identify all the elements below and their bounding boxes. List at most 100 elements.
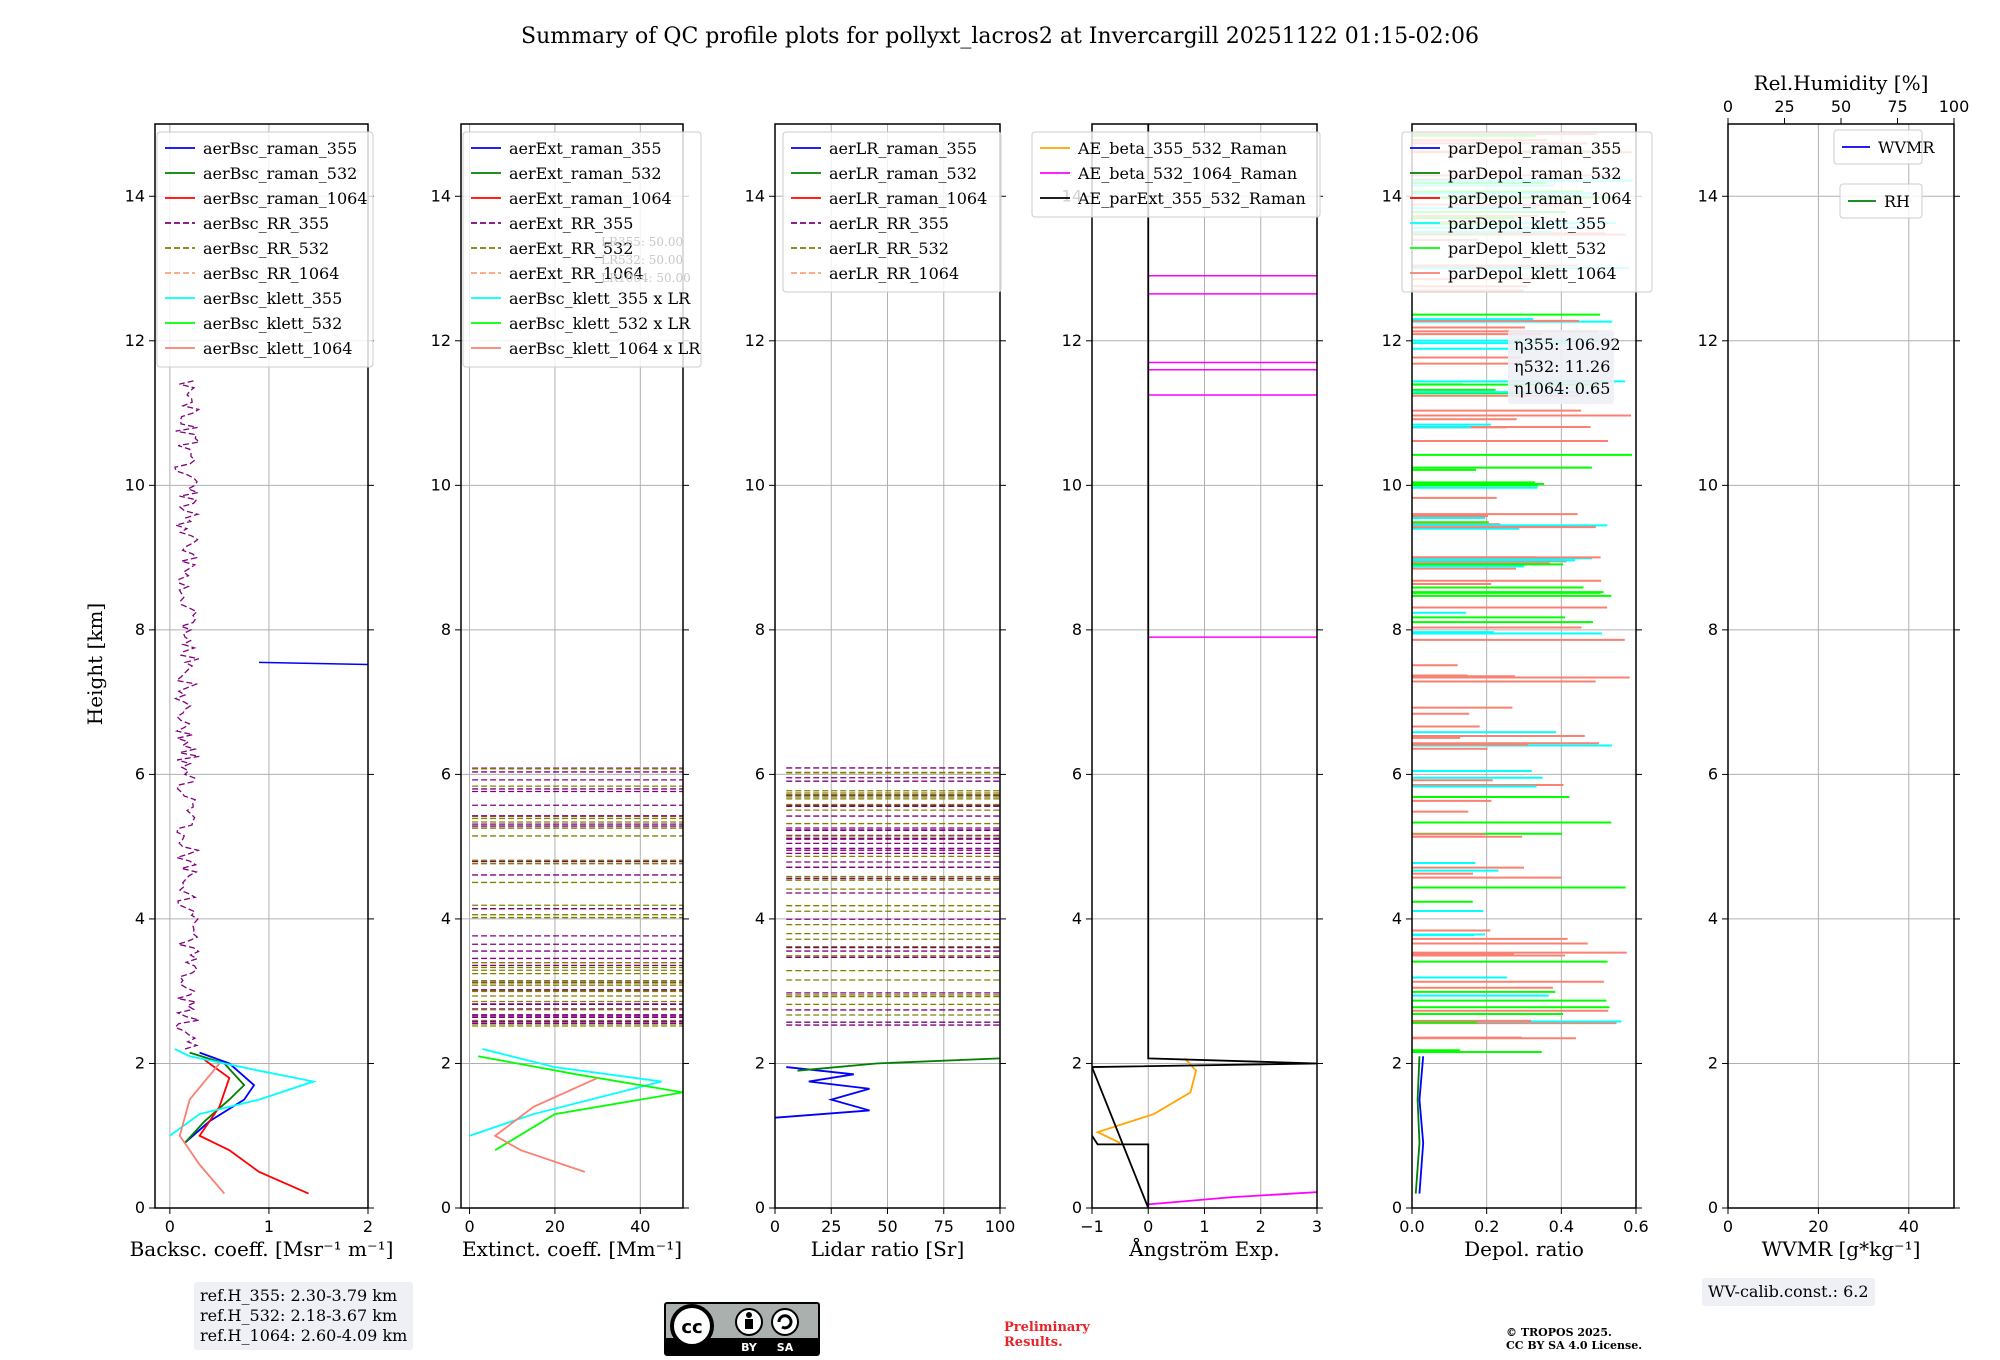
y-tick-label: 4 — [1708, 909, 1718, 928]
x-axis-label: WVMR [g*kg⁻¹] — [1762, 1237, 1921, 1261]
x2-tick-label: 25 — [1774, 97, 1794, 116]
legend-entry: aerExt_raman_1064 — [509, 189, 672, 208]
ref-height-1064: ref.H_1064: 2.60-4.09 km — [200, 1326, 408, 1345]
y-tick-label: 2 — [1708, 1053, 1718, 1072]
eta-value: η355: 106.92 — [1514, 335, 1621, 354]
noise-trace — [173, 379, 201, 1050]
y-tick-label: 4 — [1392, 909, 1402, 928]
x-tick-label: 25 — [821, 1217, 841, 1236]
x-tick-label: 0 — [1723, 1217, 1733, 1236]
legend-entry: aerLR_RR_1064 — [829, 264, 959, 283]
legend-entry: parDepol_klett_532 — [1448, 239, 1606, 258]
legend-entry: aerExt_raman_355 — [509, 139, 662, 158]
ref-height-532: ref.H_532: 2.18-3.67 km — [200, 1306, 398, 1325]
legend-entry: aerBsc_raman_532 — [203, 164, 357, 183]
copyright-line-2: CC BY SA 4.0 License. — [1506, 1339, 1643, 1352]
plot-area — [1092, 124, 1317, 1208]
x-tick-label: 0.6 — [1623, 1217, 1648, 1236]
y-tick-label: 8 — [1072, 620, 1082, 639]
legend: WVMR RH — [1833, 129, 1935, 219]
x-axis-label: Depol. ratio — [1464, 1237, 1584, 1261]
legend-entry: aerLR_RR_355 — [829, 214, 949, 233]
wv-calib-box: WV-calib.const.: 6.2 — [1702, 1278, 1875, 1306]
x-tick-label: 3 — [1312, 1217, 1322, 1236]
axes-frame — [460, 123, 684, 1209]
series-aerBsc_klett_355 — [169, 1048, 318, 1137]
y-tick-label: 8 — [1708, 620, 1718, 639]
legend-entry: aerBsc_RR_355 — [203, 214, 329, 233]
y-tick-label: 2 — [755, 1053, 765, 1072]
y-tick-label: 14 — [1698, 186, 1718, 205]
series-aerBsc_raman_1064 — [198, 1059, 309, 1195]
x-tick-label: 1 — [1199, 1217, 1209, 1236]
lidar-ratio-note: LR355: 50.00 LR532: 50.00 LR1064: 50.00 — [601, 235, 691, 285]
series-parDepol_raman_532 — [1414, 1056, 1421, 1194]
axes-frame — [1727, 123, 1955, 1209]
preliminary-note: Preliminary Results. — [1004, 1320, 1090, 1350]
cc-sa-label: SA — [777, 1341, 794, 1354]
y-tick-label: 2 — [441, 1053, 451, 1072]
cc-icon-text: cc — [681, 1317, 702, 1338]
y-tick-label: 10 — [431, 475, 451, 494]
legend-entry: aerBsc_RR_532 — [203, 239, 329, 258]
y-tick-label: 0 — [441, 1198, 451, 1217]
x-axis-label: Lidar ratio [Sr] — [811, 1237, 965, 1261]
preliminary-line-2: Results. — [1004, 1335, 1063, 1350]
axes-frame — [154, 123, 369, 1209]
y-axis-label: Height [km] — [83, 603, 107, 725]
x-tick-label: 20 — [1808, 1217, 1828, 1236]
panel-2: 0 20 40 0 2 4 6 8 10 12 14 Extinct. coeff. [Mm⁻¹] ae… — [431, 123, 702, 1261]
ref-heights-box: ref.H_355: 2.30-3.79 km ref.H_532: 2.18-… — [194, 1282, 414, 1350]
x-tick-label: 2 — [363, 1217, 373, 1236]
legend-entry: aerBsc_raman_1064 — [203, 189, 368, 208]
preliminary-line-1: Preliminary — [1004, 1320, 1090, 1335]
plot-area — [469, 767, 683, 1173]
panel-5: 0.0 0.2 0.4 0.6 0 2 4 6 8 10 12 14 Depol. ratio parDe… — [1382, 123, 1653, 1261]
legend-box — [1031, 131, 1321, 218]
x-tick-label: 0 — [464, 1217, 474, 1236]
y-tick-label: 0 — [135, 1198, 145, 1217]
y-tick-label: 4 — [441, 909, 451, 928]
legend-box — [1833, 129, 1923, 165]
eta-box — [1508, 329, 1614, 404]
legend-entry: aerBsc_raman_355 — [203, 139, 357, 158]
y-tick-label: 4 — [1072, 909, 1082, 928]
y-tick-label: 14 — [431, 186, 451, 205]
legend-entry: parDepol_raman_1064 — [1448, 189, 1632, 208]
wv-calib-text: WV-calib.const.: 6.2 — [1708, 1282, 1869, 1301]
lidar-ratio-value: LR1064: 50.00 — [601, 271, 691, 285]
x2-axis-label: Rel.Humidity [%] — [1754, 71, 1929, 95]
y-tick-label: 10 — [1382, 475, 1402, 494]
y-tick-label: 10 — [745, 475, 765, 494]
series-aerBsc_klett_532 x LR — [477, 1055, 683, 1151]
x-tick-label: 0 — [770, 1217, 780, 1236]
lidar-ratio-value: LR532: 50.00 — [601, 253, 683, 267]
axes-frame — [1411, 123, 1637, 1209]
x-tick-label: 20 — [545, 1217, 565, 1236]
y-tick-label: 4 — [755, 909, 765, 928]
legend: aerBsc_raman_355 aerBsc_raman_532 aerBsc_r… — [156, 131, 374, 368]
x-axis-label: Ångström Exp. — [1128, 1236, 1279, 1261]
legend-entry: aerLR_RR_532 — [829, 239, 949, 258]
legend-entry: AE_beta_532_1064_Raman — [1077, 164, 1297, 183]
x-tick-label: 75 — [934, 1217, 954, 1236]
noise-trace — [259, 661, 368, 666]
y-tick-label: 8 — [135, 620, 145, 639]
legend-entry: aerExt_RR_532 — [509, 239, 633, 258]
y-tick-label: 10 — [1062, 475, 1082, 494]
series-parDepol_raman_355 — [1418, 1056, 1425, 1194]
x-tick-label: 0 — [1143, 1217, 1153, 1236]
legend-box — [156, 131, 374, 368]
y-tick-label: 6 — [755, 764, 765, 783]
x-tick-label: 0.2 — [1474, 1217, 1499, 1236]
x2-tick-label: 100 — [1939, 97, 1970, 116]
x-tick-label: 0.4 — [1549, 1217, 1574, 1236]
plot-area — [169, 379, 368, 1195]
legend-entry: aerBsc_RR_1064 — [203, 264, 339, 283]
y-tick-label: 8 — [755, 620, 765, 639]
x2-tick-label: 50 — [1831, 97, 1851, 116]
figure-title: Summary of QC profile plots for pollyxt_… — [521, 24, 1479, 49]
y-tick-label: 12 — [1062, 331, 1082, 350]
